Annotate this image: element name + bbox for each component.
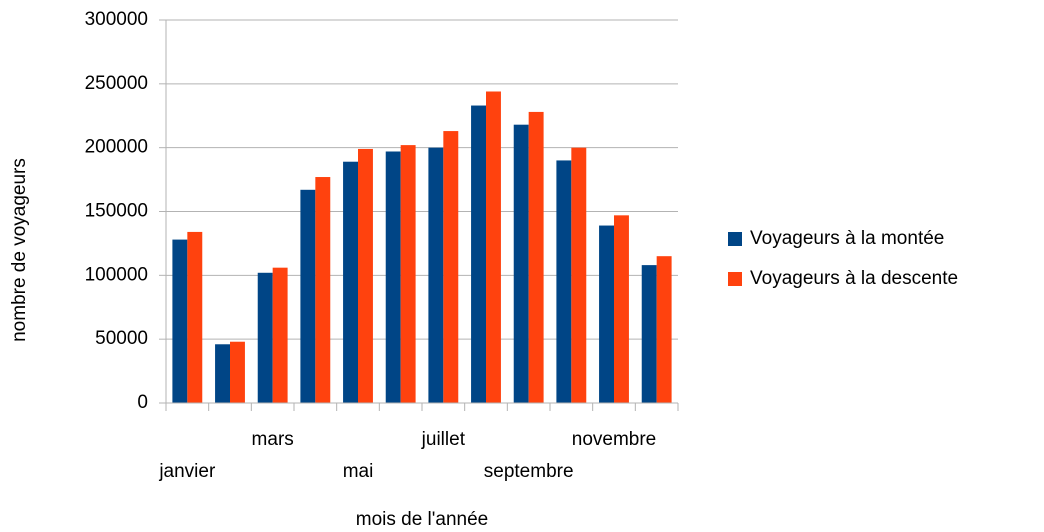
x-tick-label: novembre — [572, 429, 657, 450]
bar — [215, 344, 230, 403]
y-tick-label: 100000 — [85, 264, 148, 285]
bar — [358, 148, 373, 403]
legend-label: Voyageurs à la descente — [750, 268, 958, 289]
y-axis-title: nombre de voyageurs — [9, 158, 30, 342]
bar — [343, 161, 358, 403]
y-tick-label: 200000 — [85, 137, 148, 158]
bar — [471, 105, 486, 403]
bar — [187, 231, 203, 403]
bar — [571, 147, 587, 403]
legend-swatch — [728, 272, 742, 286]
y-tick-label: 0 — [137, 392, 148, 413]
bar — [556, 160, 572, 403]
x-tick-label: juillet — [421, 429, 466, 450]
bar — [385, 151, 401, 403]
bar — [599, 225, 614, 403]
bar — [641, 265, 657, 403]
x-tick-label: janvier — [158, 461, 216, 482]
x-tick-label: septembre — [484, 461, 574, 482]
x-tick-label: mars — [252, 429, 294, 450]
legend-swatch — [728, 232, 742, 246]
bar — [230, 341, 245, 403]
y-tick-label: 50000 — [95, 328, 148, 349]
y-tick-label: 300000 — [85, 9, 148, 30]
bar — [257, 272, 273, 403]
x-tick-label: mai — [343, 461, 374, 482]
bar — [300, 189, 316, 403]
bar — [428, 147, 444, 403]
bar — [315, 177, 331, 403]
bar — [272, 267, 288, 403]
bar — [172, 239, 188, 403]
bar — [513, 124, 529, 403]
bar — [656, 256, 672, 403]
legend-label: Voyageurs à la montée — [750, 228, 944, 249]
bar — [528, 111, 544, 404]
bar — [486, 91, 501, 403]
bar — [400, 145, 416, 403]
y-tick-label: 250000 — [85, 73, 148, 94]
bar — [614, 215, 629, 403]
bar — [443, 131, 459, 403]
x-axis-title: mois de l'année — [356, 509, 489, 530]
y-tick-label: 150000 — [85, 201, 148, 222]
